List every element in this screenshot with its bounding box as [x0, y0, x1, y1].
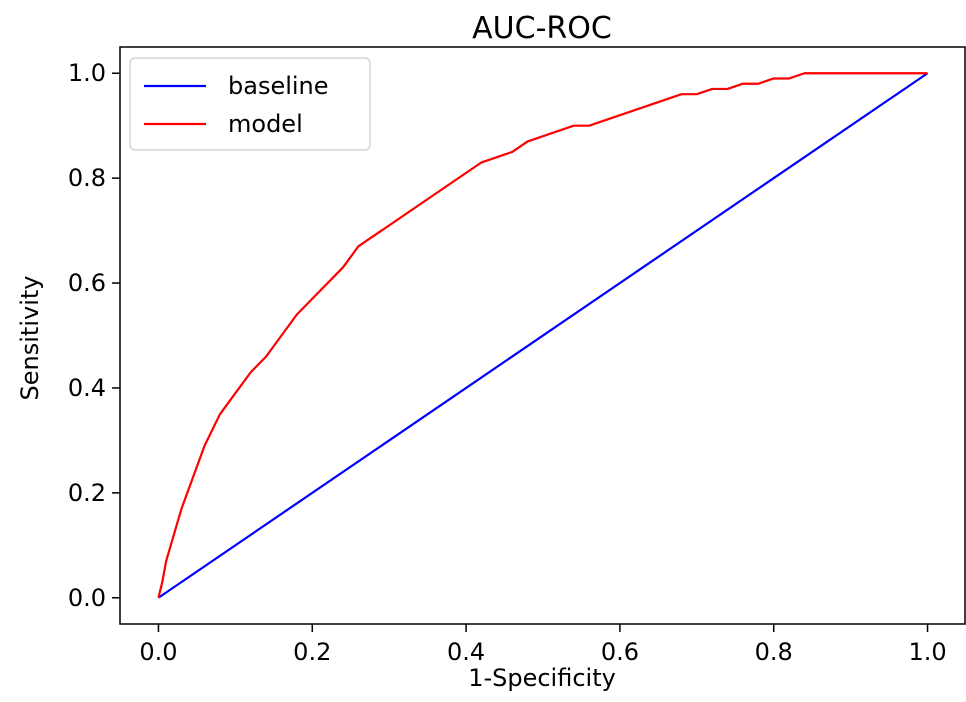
legend-label-model: model [228, 110, 303, 138]
series-line-baseline [157, 72, 929, 599]
y-tick-label: 0.4 [68, 374, 106, 402]
x-tick-label: 0.0 [139, 638, 177, 666]
y-tick-label: 0.0 [68, 584, 106, 612]
y-axis-label: Sensitivity [16, 276, 44, 401]
y-tick-label: 1.0 [68, 59, 106, 87]
y-tick-label: 0.2 [68, 479, 106, 507]
legend: baseline model [129, 57, 371, 151]
x-tick-label: 1.0 [908, 638, 946, 666]
axes-frame [119, 46, 966, 625]
x-tick-label: 0.4 [447, 638, 485, 666]
series-line-model [157, 72, 928, 599]
y-tick-label: 0.8 [68, 164, 106, 192]
x-tick-label: 0.6 [601, 638, 639, 666]
x-tick-label: 0.8 [755, 638, 793, 666]
legend-box [129, 57, 371, 151]
plot-area: 0.0 0.2 0.4 0.6 0.8 1.0 0.0 0.2 0.4 0.6 0.8 1.0 base… [68, 46, 966, 666]
chart-title: AUC-ROC [472, 11, 612, 46]
legend-label-baseline: baseline [228, 72, 329, 100]
x-axis-label: 1-Specificity [468, 664, 616, 692]
y-tick-label: 0.6 [68, 269, 106, 297]
x-tick-label: 0.2 [293, 638, 331, 666]
